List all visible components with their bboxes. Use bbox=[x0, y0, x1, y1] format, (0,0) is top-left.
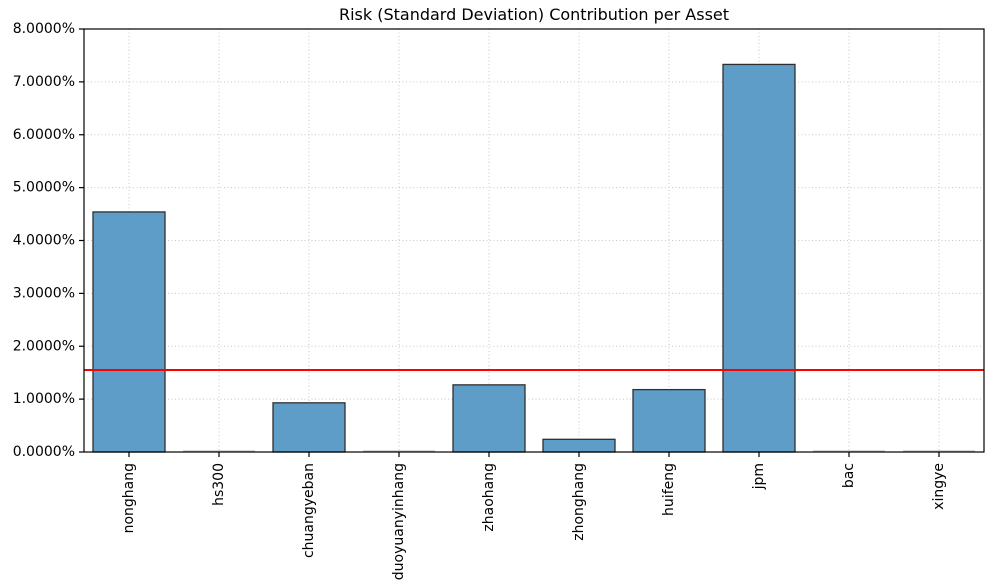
x-tick-label-bac: bac bbox=[841, 463, 857, 488]
y-tick-label: 8.0000% bbox=[13, 21, 75, 37]
chart-title: Risk (Standard Deviation) Contribution p… bbox=[338, 5, 730, 24]
x-tick-label-xingye: xingye bbox=[931, 463, 947, 510]
bar-huifeng bbox=[632, 388, 706, 453]
bar-zhaohang bbox=[452, 384, 526, 453]
x-tick-label-hs300: hs300 bbox=[211, 463, 227, 506]
bar-chuangyeban bbox=[272, 402, 346, 453]
y-tick-label: 3.0000% bbox=[13, 285, 75, 301]
x-tick-label-huifeng: huifeng bbox=[661, 463, 677, 516]
y-tick-label: 6.0000% bbox=[13, 127, 75, 143]
bar-nonghang bbox=[92, 211, 166, 453]
y-tick-label: 1.0000% bbox=[13, 391, 75, 407]
x-tick-label-zhaohang: zhaohang bbox=[481, 463, 497, 532]
y-tick-label: 7.0000% bbox=[13, 74, 75, 90]
bar-zhonghang bbox=[542, 438, 616, 453]
x-tick-label-zhonghang: zhonghang bbox=[571, 463, 587, 541]
y-tick-label: 2.0000% bbox=[13, 338, 75, 354]
x-tick-label-jpm: jpm bbox=[751, 463, 767, 490]
bar-jpm bbox=[722, 63, 796, 453]
x-tick-label-nonghang: nonghang bbox=[121, 463, 137, 533]
y-tick-label: 4.0000% bbox=[13, 233, 75, 249]
y-tick-label: 0.0000% bbox=[13, 444, 75, 460]
x-tick-label-chuangyeban: chuangyeban bbox=[301, 463, 317, 558]
x-tick-label-duoyuanyinhang: duoyuanyinhang bbox=[391, 463, 407, 580]
y-tick-label: 5.0000% bbox=[13, 180, 75, 196]
